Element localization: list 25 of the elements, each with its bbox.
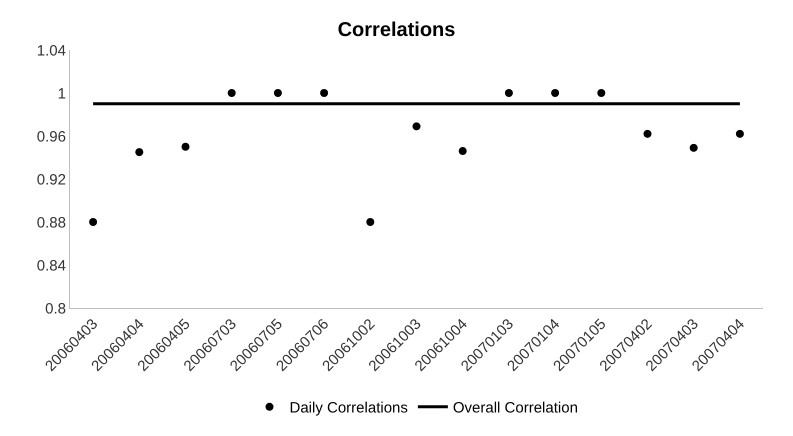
legend-label: Overall Correlation — [452, 400, 578, 417]
y-tick-label: 1 — [58, 85, 66, 102]
y-tick-label: 0.88 — [36, 214, 66, 232]
point — [458, 147, 467, 156]
chart-title: Correlations — [338, 18, 456, 41]
point — [89, 218, 98, 226]
point — [644, 130, 652, 138]
y-tick-label: 0.8 — [45, 300, 66, 318]
point — [690, 144, 698, 152]
point — [551, 89, 560, 97]
point — [736, 130, 744, 138]
y-tick-label: 0.84 — [36, 257, 66, 274]
point — [135, 148, 144, 156]
legend-label: Daily Correlations — [290, 400, 408, 417]
y-tick-label: 1.04 — [36, 42, 66, 60]
point — [597, 89, 606, 97]
y-tick-label: 0.92 — [36, 171, 66, 188]
point — [412, 122, 420, 130]
y-tick-label: 0.96 — [36, 128, 66, 146]
point — [366, 218, 374, 226]
point — [320, 89, 328, 97]
point — [228, 89, 236, 97]
point — [504, 89, 513, 97]
point — [182, 142, 190, 151]
point — [274, 89, 282, 97]
